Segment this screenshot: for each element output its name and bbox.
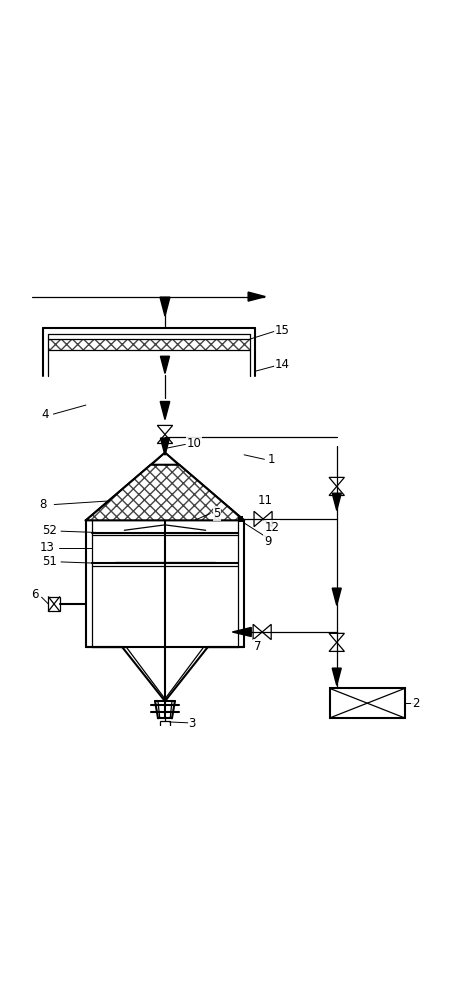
Text: 15: 15 <box>275 324 289 337</box>
Text: 7: 7 <box>253 640 261 653</box>
Text: 2: 2 <box>411 697 419 710</box>
Text: 9: 9 <box>263 535 271 548</box>
Polygon shape <box>160 438 169 455</box>
Bar <box>237 516 243 522</box>
Bar <box>48 597 60 611</box>
Polygon shape <box>248 292 265 301</box>
Text: 11: 11 <box>257 494 272 507</box>
Polygon shape <box>331 493 341 510</box>
Text: 10: 10 <box>187 437 201 450</box>
Text: 14: 14 <box>274 358 290 371</box>
Bar <box>160 721 169 729</box>
Text: 1: 1 <box>267 453 274 466</box>
Text: 51: 51 <box>42 555 57 568</box>
Polygon shape <box>331 588 341 605</box>
Bar <box>329 688 404 718</box>
Polygon shape <box>160 356 169 373</box>
Polygon shape <box>331 668 341 685</box>
Text: 13: 13 <box>40 541 55 554</box>
Text: 8: 8 <box>39 498 46 511</box>
Polygon shape <box>160 297 170 316</box>
Polygon shape <box>86 465 244 520</box>
Text: 3: 3 <box>188 717 195 730</box>
Text: 4: 4 <box>41 408 49 421</box>
Text: 6: 6 <box>31 588 38 601</box>
Bar <box>48 339 249 350</box>
Polygon shape <box>160 402 170 420</box>
Text: 12: 12 <box>264 521 279 534</box>
Text: 5: 5 <box>213 507 220 520</box>
Polygon shape <box>232 627 251 637</box>
Text: 52: 52 <box>42 524 57 537</box>
